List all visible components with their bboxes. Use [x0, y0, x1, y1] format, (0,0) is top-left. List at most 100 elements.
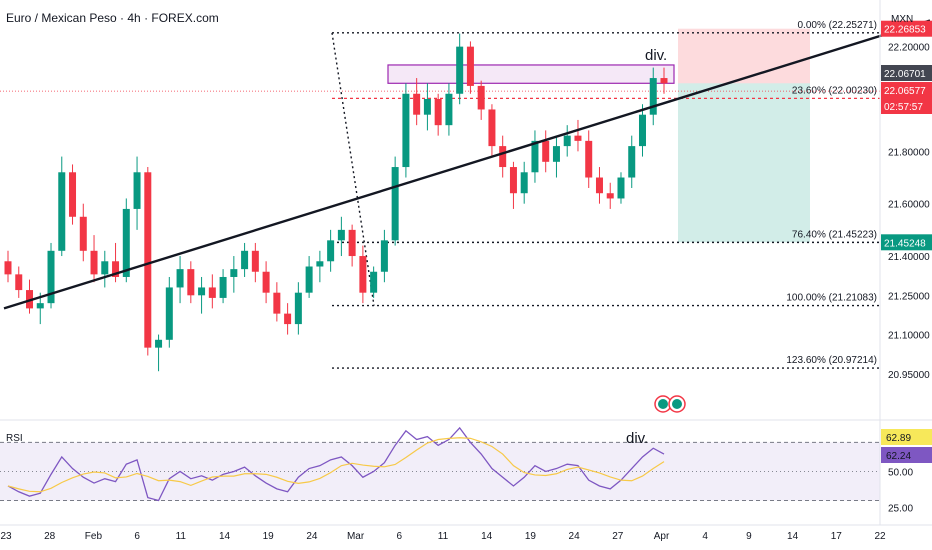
time-tick-label: 22	[874, 531, 886, 542]
trendline	[3, 19, 931, 310]
time-tick-label: Feb	[85, 531, 103, 542]
candle-body	[380, 240, 388, 272]
candle-body	[628, 146, 636, 178]
candle-body	[552, 146, 560, 162]
candle-body	[348, 229, 356, 257]
rsi-tick-label: 25.00	[888, 504, 913, 515]
price-tag	[881, 82, 932, 98]
candle-body	[370, 271, 378, 293]
candle-body	[649, 78, 657, 115]
candle-body	[15, 274, 23, 291]
candle-body	[434, 98, 442, 126]
candle-body	[509, 167, 517, 194]
candle-body	[187, 269, 195, 296]
candle-body	[574, 135, 582, 141]
rsi-tag	[881, 447, 932, 463]
price-tick-label: 21.25000	[888, 291, 930, 302]
time-tick-label: 11	[176, 531, 187, 542]
candle-body	[466, 46, 474, 86]
price-tag-label: 21.45248	[884, 238, 926, 249]
fib-label: 76.40% (21.45223)	[792, 229, 877, 240]
price-tick-label: 21.80000	[888, 147, 930, 158]
price-tag	[881, 234, 932, 251]
price-tag-label: 22.26853	[884, 25, 926, 36]
time-tick-label: 9	[746, 531, 752, 542]
candle-body	[477, 85, 485, 110]
candle-body	[47, 250, 55, 304]
fib-label: 0.00% (22.25271)	[797, 20, 877, 31]
time-tick-label: 23	[0, 531, 12, 542]
time-tick-label: 6	[134, 531, 140, 542]
candle-body	[36, 303, 44, 309]
time-tick-label: 27	[612, 531, 624, 542]
candle-body	[327, 240, 335, 262]
rsi-tag-label: 62.89	[886, 433, 911, 444]
candle-body	[90, 250, 98, 275]
rsi-label: RSI	[6, 433, 23, 444]
price-tag-label: 22.06701	[884, 69, 926, 80]
time-tick-label: 24	[306, 531, 318, 542]
candle-body	[133, 172, 141, 209]
rsi-tag-label: 62.24	[886, 451, 911, 462]
candle-body	[337, 229, 345, 241]
candle-body	[445, 93, 453, 126]
candle-body	[316, 261, 324, 267]
candle-body	[391, 167, 399, 241]
candle-body	[208, 287, 216, 298]
candle-body	[617, 177, 625, 199]
candle-body	[176, 269, 184, 288]
candle-body	[423, 98, 431, 115]
time-tick-label: 28	[44, 531, 56, 542]
candle-body	[69, 172, 77, 217]
candle-body	[251, 250, 259, 272]
price-tag	[881, 65, 932, 81]
candle-body	[112, 261, 120, 277]
time-tick-label: 14	[481, 531, 493, 542]
candle-body	[262, 271, 270, 293]
price-tag-label: 22.06577	[884, 86, 926, 97]
candle-body	[155, 339, 163, 348]
candle-body	[58, 172, 66, 251]
price-pane: 0.00% (22.25271)23.60% (22.00230)76.40% …	[0, 19, 931, 413]
time-tick-label: 14	[787, 531, 799, 542]
price-tick-label: 21.10000	[888, 331, 930, 342]
candle-body	[520, 172, 528, 194]
divergence-label: div.	[645, 47, 667, 64]
candle-body	[531, 140, 539, 173]
rsi-ma-line	[7, 437, 665, 493]
candle-body	[499, 146, 507, 168]
chart-title: Euro / Mexican Peso · 4h · FOREX.com	[6, 11, 219, 25]
stop-zone	[678, 28, 810, 84]
candle-body	[230, 269, 238, 277]
candle-body	[638, 114, 646, 147]
rsi-divergence-label: div.	[626, 430, 648, 447]
candle-body	[241, 250, 249, 270]
time-tick-label: 14	[219, 531, 231, 542]
event-icon-inner	[658, 399, 668, 409]
candle-body	[359, 256, 367, 293]
candle-body	[660, 78, 668, 84]
candle-body	[198, 287, 206, 296]
rsi-line	[7, 426, 665, 502]
candle-body	[219, 276, 227, 298]
candle-body	[563, 135, 571, 147]
candle-body	[4, 261, 12, 275]
candle-body	[305, 266, 313, 293]
price-tick-label: 21.60000	[888, 200, 930, 211]
currency-label: MXN	[891, 14, 913, 25]
price-tick-label: 20.95000	[888, 370, 930, 381]
candle-body	[273, 292, 281, 314]
time-tick-label: 11	[438, 531, 449, 542]
time-tick-label: 19	[525, 531, 537, 542]
price-tick-label: 22.20000	[888, 43, 930, 54]
candle-body	[542, 140, 550, 162]
time-tick-label: 6	[397, 531, 403, 542]
candle-body	[79, 216, 87, 251]
rsi-pane: div.	[0, 419, 932, 502]
candle-body	[488, 109, 496, 147]
price-tag	[881, 98, 932, 114]
candle-body	[402, 93, 410, 168]
candle-body	[595, 177, 603, 194]
time-tick-label: 17	[831, 531, 843, 542]
